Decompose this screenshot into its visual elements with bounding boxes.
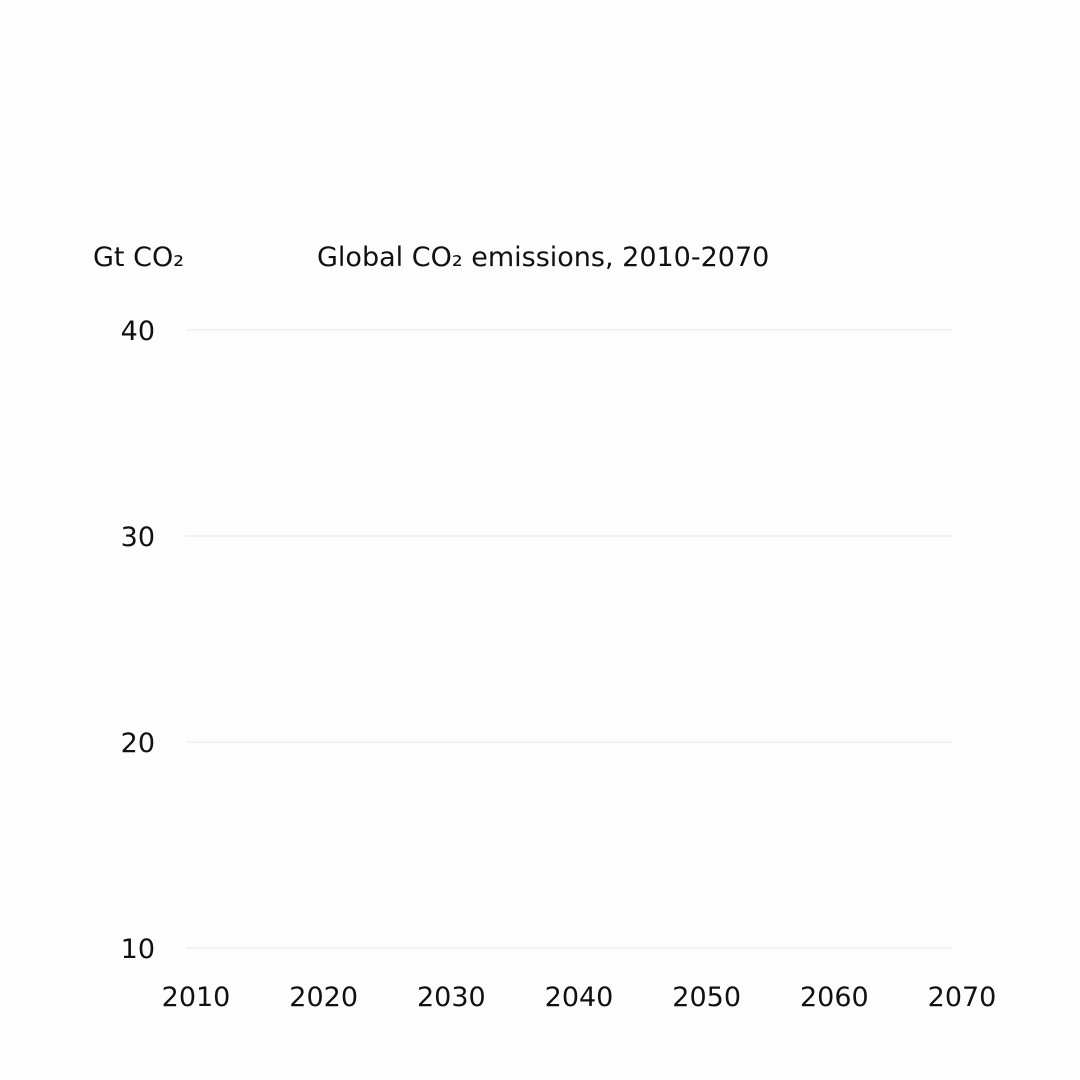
x-tick-label-2050: 2050: [672, 982, 741, 1013]
x-tick-label-2070: 2070: [928, 982, 997, 1013]
x-tick-label-2060: 2060: [800, 982, 869, 1013]
x-tick-label-2030: 2030: [417, 982, 486, 1013]
y-axis-unit-label: Gt CO₂: [93, 242, 184, 273]
chart-title: Global CO₂ emissions, 2010-2070: [317, 242, 769, 273]
gridlines: [186, 329, 952, 949]
y-tick-label-20: 20: [121, 728, 155, 759]
x-tick-label-2010: 2010: [162, 982, 231, 1013]
y-axis: 10 20 30 40: [121, 316, 155, 965]
y-tick-label-10: 10: [121, 934, 155, 965]
x-tick-label-2020: 2020: [289, 982, 358, 1013]
x-tick-label-2040: 2040: [545, 982, 614, 1013]
y-tick-label-40: 40: [121, 316, 155, 347]
x-axis: 2010 2020 2030 2040 2050 2060 2070: [162, 982, 997, 1013]
y-tick-label-30: 30: [121, 522, 155, 553]
